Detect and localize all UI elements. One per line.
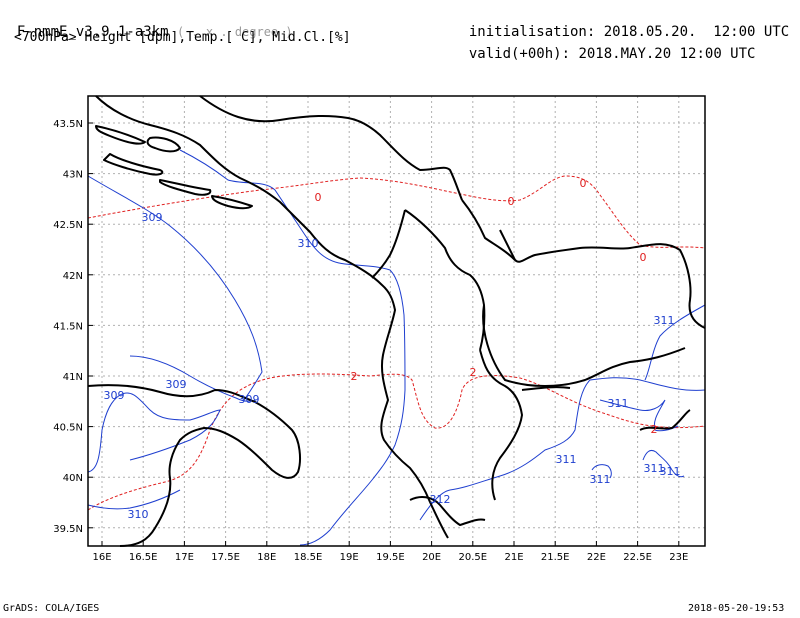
lon-tick-label: 20.5E	[459, 552, 488, 563]
lon-tick-label: 22E	[587, 552, 606, 563]
height-contour-label: 311	[590, 473, 611, 486]
border-serbia	[461, 199, 706, 329]
lat-tick-label: 40.5N	[53, 423, 83, 434]
height-contour-310-north	[179, 149, 406, 546]
latitude-ticks: 43.5N 43N 42.5N 42N 41.5N 41N 40.5N 40N 39.5N	[53, 119, 93, 535]
init-time: initialisation: 2018.05.20. 12:00 UTC	[452, 8, 789, 40]
border-albania-east	[479, 349, 523, 501]
temperature-contours	[87, 175, 706, 511]
lon-tick-label: 21.5E	[541, 552, 570, 563]
lat-tick-label: 42.5N	[53, 220, 83, 231]
border-albania-north	[404, 209, 486, 351]
height-contours	[87, 149, 706, 546]
valid-label: valid(+00h):	[468, 46, 571, 62]
height-contour-label: 309	[142, 211, 163, 224]
height-contour-label: 310	[298, 237, 319, 250]
temperature-contour-label: 2	[351, 370, 358, 383]
height-contour-label: 311	[654, 314, 675, 327]
temperature-contour-label: 0	[640, 251, 647, 264]
island-2	[103, 153, 164, 176]
height-contour-311-south	[419, 377, 706, 521]
longitude-ticks: 16E 16.5E 17E 17.5E 18E 18.5E 19E 19.5E 20E 20.5E…	[92, 541, 688, 563]
lon-tick-label: 21E	[504, 552, 523, 563]
model-title: F-nmmE_v3.9.1-a3km ( . x . degree )	[0, 8, 293, 40]
temperature-contour-label: 2	[470, 366, 477, 379]
valid-time: valid(+00h): 2018.MAY.20 12:00 UTC	[452, 30, 756, 62]
coastline-italy	[87, 384, 301, 547]
height-contour-label: 309	[104, 389, 125, 402]
lon-tick-label: 20E	[422, 552, 441, 563]
lon-tick-label: 19.5E	[376, 552, 405, 563]
height-contour-312	[599, 399, 679, 432]
map-frame	[87, 95, 706, 547]
height-contour-309-north	[87, 175, 263, 401]
units-label: ( . x . degree )	[177, 25, 293, 39]
temperature-contour-label: 0	[580, 177, 587, 190]
lat-tick-label: 41N	[63, 372, 83, 383]
lon-tick-label: 17.5E	[211, 552, 240, 563]
height-contour-311-east	[644, 304, 706, 381]
temperature-contour-label: 0	[315, 191, 322, 204]
lon-tick-label: 17E	[175, 552, 194, 563]
height-contour-label: 311	[660, 465, 681, 478]
footer-timestamp: 2018-05-20-19:53	[688, 603, 785, 614]
lat-tick-label: 39.5N	[53, 524, 83, 535]
grid-lines	[88, 96, 705, 546]
height-contour-label: 309	[239, 393, 260, 406]
init-label: initialisation:	[468, 24, 596, 40]
border-bulgaria-north	[499, 229, 516, 261]
height-contour-310-sw	[87, 489, 181, 510]
valid-value: 2018.MAY.20 12:00 UTC	[578, 46, 756, 62]
coast-east	[639, 409, 691, 431]
height-contour-311-small	[591, 464, 612, 479]
lat-tick-label: 40N	[63, 473, 83, 484]
height-contour-label: 309	[166, 378, 187, 391]
coastlines-borders	[87, 95, 706, 547]
height-contour-311-se	[642, 449, 685, 478]
lat-tick-label: 42N	[63, 271, 83, 282]
height-contour-label: 311	[644, 462, 665, 475]
lon-tick-label: 22.5E	[623, 552, 652, 563]
lon-tick-label: 18.5E	[294, 552, 323, 563]
temperature-contour-label: 2	[651, 423, 658, 436]
fields-title: <700hPa> Height [dpm],Temp.[ C], Mid.Cl.…	[14, 30, 351, 45]
lon-tick-label: 16.5E	[129, 552, 158, 563]
lon-tick-label: 18E	[257, 552, 276, 563]
island-5	[95, 125, 146, 145]
border-bosnia-montenegro	[199, 95, 463, 201]
island-1	[146, 136, 181, 153]
lat-tick-label: 43N	[63, 170, 83, 181]
border-greece	[521, 386, 571, 391]
height-contour-label: 312	[430, 493, 451, 506]
lon-tick-label: 16E	[92, 552, 111, 563]
height-contour-309-inner	[129, 355, 257, 402]
model-name: F-nmmE_v3.9.1-a3km	[16, 24, 169, 40]
height-contour-309-sw	[87, 392, 221, 473]
footer-software: GrADS: COLA/IGES	[3, 603, 100, 614]
island-4	[211, 195, 253, 210]
lat-tick-label: 41.5N	[53, 321, 83, 332]
border-kosovo	[371, 209, 406, 279]
coastline-adriatic-east	[95, 95, 449, 539]
lon-tick-label: 23E	[669, 552, 688, 563]
temp-contour-2	[87, 373, 706, 511]
height-contour-label: 311	[608, 397, 629, 410]
coast-greece-south	[409, 496, 486, 526]
lon-tick-label: 19E	[340, 552, 359, 563]
height-contour-label: 310	[128, 508, 149, 521]
height-contour-label: 311	[556, 453, 577, 466]
temperature-contour-label: 0	[508, 195, 515, 208]
lat-tick-label: 43.5N	[53, 119, 83, 130]
island-3	[159, 179, 212, 196]
temperature-contour-labels: 0 0 0 0 2 2 2	[315, 177, 658, 436]
init-value: 2018.05.20. 12:00 UTC	[603, 24, 790, 40]
border-macedonia	[482, 304, 686, 387]
